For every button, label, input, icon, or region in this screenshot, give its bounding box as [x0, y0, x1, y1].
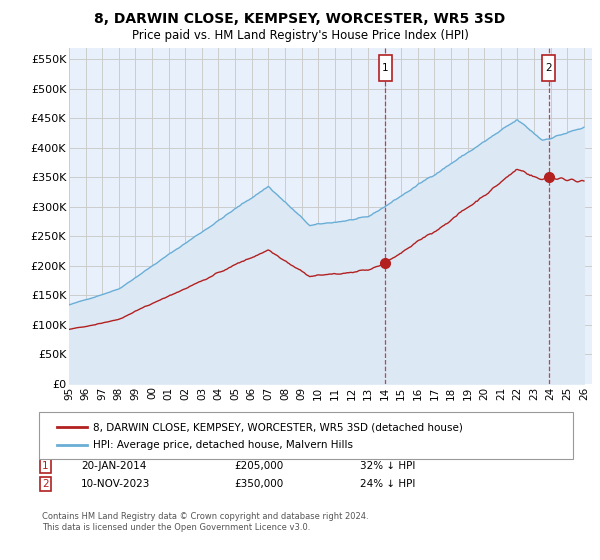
Text: 8, DARWIN CLOSE, KEMPSEY, WORCESTER, WR5 3SD (detached house): 8, DARWIN CLOSE, KEMPSEY, WORCESTER, WR5… [93, 422, 463, 432]
Text: 1: 1 [382, 63, 389, 73]
Text: 1: 1 [42, 461, 49, 471]
Text: 2: 2 [42, 479, 49, 489]
Text: 20-JAN-2014: 20-JAN-2014 [81, 461, 146, 471]
Text: Contains HM Land Registry data © Crown copyright and database right 2024.
This d: Contains HM Land Registry data © Crown c… [42, 512, 368, 532]
FancyBboxPatch shape [542, 55, 555, 81]
Text: 24% ↓ HPI: 24% ↓ HPI [360, 479, 415, 489]
Text: 2: 2 [545, 63, 552, 73]
Text: HPI: Average price, detached house, Malvern Hills: HPI: Average price, detached house, Malv… [93, 440, 353, 450]
FancyBboxPatch shape [379, 55, 392, 81]
Text: £205,000: £205,000 [234, 461, 283, 471]
Text: Price paid vs. HM Land Registry's House Price Index (HPI): Price paid vs. HM Land Registry's House … [131, 29, 469, 42]
Text: 8, DARWIN CLOSE, KEMPSEY, WORCESTER, WR5 3SD: 8, DARWIN CLOSE, KEMPSEY, WORCESTER, WR5… [94, 12, 506, 26]
Text: £350,000: £350,000 [234, 479, 283, 489]
Text: 10-NOV-2023: 10-NOV-2023 [81, 479, 151, 489]
Text: 32% ↓ HPI: 32% ↓ HPI [360, 461, 415, 471]
